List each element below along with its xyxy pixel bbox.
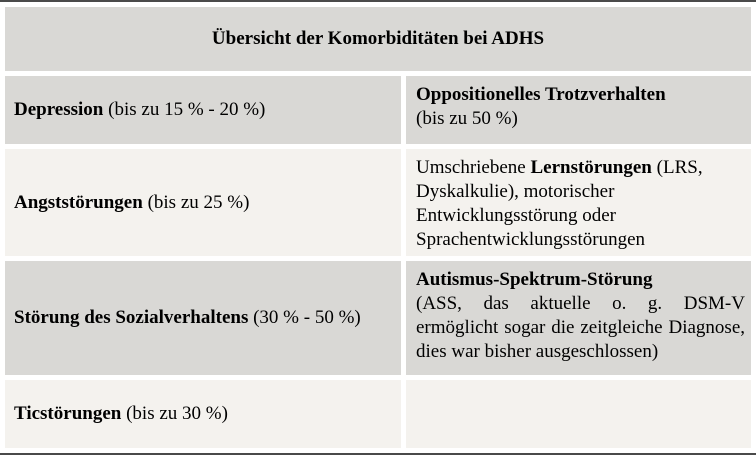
table-title: Übersicht der Komorbiditäten bei ADHS (5, 7, 751, 71)
cell-learning-detail: (LRS, Dyskalkulie), motorischer Entwickl… (416, 157, 703, 250)
table-title-text: Übersicht der Komorbiditäten bei ADHS (211, 28, 545, 49)
table-row-conduct-disorder: Störung des Sozialverhaltens (30 % - 50 … (5, 261, 751, 375)
cell-anxiety-term: Angststörungen (14, 191, 143, 213)
cell-empty (406, 380, 751, 448)
cell-learning-term: Lernstörungen (530, 157, 652, 178)
table-header-row: Übersicht der Komorbiditäten bei ADHS (5, 7, 751, 71)
cell-anxiety-detail: (bis zu 25 %) (142, 191, 250, 213)
cell-conduct-disorder: Störung des Sozialverhaltens (30 % - 50 … (5, 261, 401, 375)
table-row-depression: Depression (bis zu 15 % - 20 %) Oppositi… (5, 76, 751, 144)
cell-depression-detail: (bis zu 15 % - 20 %) (103, 99, 266, 120)
cell-learning-disorders: Umschriebene Lernstörungen (LRS, Dyskalk… (406, 149, 751, 256)
cell-autism-term: Autismus-Spektrum-Störung (416, 269, 653, 290)
cell-conduct-term: Störung des Sozialverhaltens (14, 307, 249, 328)
cell-autism-spectrum: Autismus-Spektrum-Störung (ASS, das aktue… (406, 261, 751, 375)
cell-conduct-detail: (30 % - 50 %) (248, 307, 361, 328)
table-row-anxiety: Angststörungen (bis zu 25 %) Umschrieben… (5, 149, 751, 256)
cell-autism-detail: (ASS, das aktuelle o. g. DSM-V ermöglich… (416, 293, 745, 362)
cell-tics-term: Ticstörungen (14, 403, 122, 424)
cell-depression: Depression (bis zu 15 % - 20 %) (5, 76, 401, 144)
cell-oppositional-detail: (bis zu 50 %) (416, 108, 518, 129)
cell-anxiety: Angststörungen (bis zu 25 %) (5, 149, 401, 256)
cell-oppositional-defiance: Oppositionelles Trotzverhalten (bis zu 50… (406, 76, 751, 144)
cell-tics-detail: (bis zu 30 %) (121, 403, 228, 424)
cell-oppositional-term: Oppositionelles Trotzverhalten (416, 84, 666, 105)
cell-learning-pre: Umschriebene (416, 157, 531, 178)
table-row-tics: Ticstörungen (bis zu 30 %) (5, 380, 751, 448)
cell-tic-disorders: Ticstörungen (bis zu 30 %) (5, 380, 401, 448)
cell-depression-term: Depression (14, 99, 104, 120)
